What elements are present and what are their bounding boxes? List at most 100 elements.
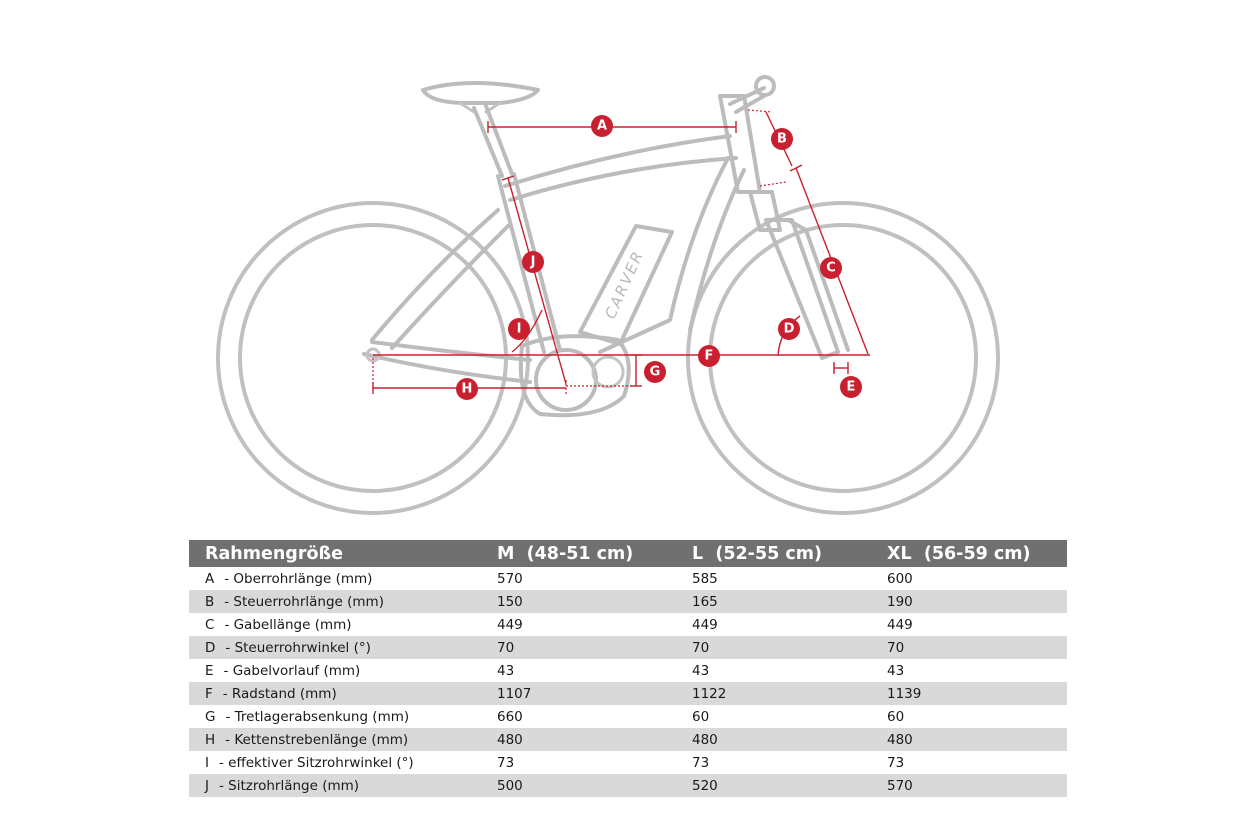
table-row: C - Gabellänge (mm) 449 449 449: [189, 613, 1067, 636]
row-value: 43: [887, 662, 905, 679]
badge-g: G: [644, 361, 666, 383]
row-description: - Steuerrohrlänge (mm): [224, 593, 384, 610]
row-value: 60: [887, 708, 905, 725]
row-description: - effektiver Sitzrohrwinkel (°): [218, 754, 414, 771]
table-row: H - Kettenstrebenlänge (mm) 480 480 480: [189, 728, 1067, 751]
row-value: 1107: [497, 685, 532, 702]
row-value: 1139: [887, 685, 922, 702]
svg-text:H: H: [462, 382, 473, 397]
table-row: G - Tretlagerabsenkung (mm) 660 60 60: [189, 705, 1067, 728]
row-description: - Kettenstrebenlänge (mm): [225, 731, 409, 748]
header-size-m: M (48-51 cm): [497, 543, 634, 564]
row-value: 480: [692, 731, 718, 748]
header-size-l: L (52-55 cm): [692, 543, 823, 564]
row-value: 43: [692, 662, 710, 679]
svg-text:G: G: [650, 365, 661, 380]
row-key: I: [205, 754, 209, 771]
row-key: G: [205, 708, 216, 725]
table-row: F - Radstand (mm) 1107 1122 1139: [189, 682, 1067, 705]
badge-h: H: [456, 378, 478, 400]
row-description: - Tretlagerabsenkung (mm): [225, 708, 410, 725]
row-label: A - Oberrohrlänge (mm): [189, 571, 481, 587]
row-description: - Radstand (mm): [222, 685, 337, 702]
svg-text:B: B: [777, 132, 787, 147]
front-wheel: [686, 201, 1000, 515]
row-description: - Sitzrohrlänge (mm): [218, 777, 360, 794]
badge-a: A: [591, 115, 613, 137]
row-label: I - effektiver Sitzrohrwinkel (°): [189, 755, 481, 771]
row-value: 585: [692, 570, 718, 587]
row-value: 150: [497, 593, 523, 610]
svg-text:I: I: [517, 322, 522, 337]
svg-text:C: C: [826, 261, 836, 276]
row-label: H - Kettenstrebenlänge (mm): [189, 732, 481, 748]
badge-i: I: [508, 318, 530, 340]
row-label: B - Steuerrohrlänge (mm): [189, 594, 481, 610]
svg-text:E: E: [847, 380, 856, 395]
svg-text:D: D: [784, 322, 795, 337]
table-body: A - Oberrohrlänge (mm) 570 585 600 B - Steuerr…: [189, 567, 1067, 797]
row-value: 449: [692, 616, 718, 633]
badge-e: E: [840, 376, 862, 398]
table-row: D - Steuerrohrwinkel (°) 70 70 70: [189, 636, 1067, 659]
row-value: 570: [497, 570, 523, 587]
row-value: 70: [887, 639, 905, 656]
badge-f: F: [698, 345, 720, 367]
header-size-xl: XL (56-59 cm): [887, 543, 1031, 564]
row-description: - Oberrohrlänge (mm): [224, 570, 373, 587]
svg-text:A: A: [597, 119, 607, 134]
row-value: 1122: [692, 685, 727, 702]
row-label: D - Steuerrohrwinkel (°): [189, 640, 481, 656]
measurement-badges: A B C D E F G H I J: [456, 115, 862, 400]
row-description: - Steuerrohrwinkel (°): [225, 639, 371, 656]
row-label: E - Gabelvorlauf (mm): [189, 663, 481, 679]
svg-text:F: F: [705, 349, 714, 364]
badge-j: J: [522, 251, 544, 273]
row-key: C: [205, 616, 215, 633]
row-key: B: [205, 593, 215, 610]
row-value: 60: [692, 708, 710, 725]
row-key: E: [205, 662, 214, 679]
row-value: 600: [887, 570, 913, 587]
row-label: F - Radstand (mm): [189, 686, 481, 702]
row-key: H: [205, 731, 216, 748]
geometry-table: Rahmengröße M (48-51 cm) L (52-55 cm) XL…: [189, 540, 1067, 797]
row-value: 660: [497, 708, 523, 725]
table-header: Rahmengröße M (48-51 cm) L (52-55 cm) XL…: [189, 540, 1067, 567]
table-row: E - Gabelvorlauf (mm) 43 43 43: [189, 659, 1067, 682]
row-value: 165: [692, 593, 718, 610]
row-key: D: [205, 639, 216, 656]
badge-d: D: [778, 318, 800, 340]
row-value: 570: [887, 777, 913, 794]
row-value: 480: [887, 731, 913, 748]
table-row: J - Sitzrohrlänge (mm) 500 520 570: [189, 774, 1067, 797]
row-value: 480: [497, 731, 523, 748]
row-value: 190: [887, 593, 913, 610]
row-description: - Gabellänge (mm): [224, 616, 352, 633]
header-frame-size: Rahmengröße: [205, 543, 343, 564]
row-label: C - Gabellänge (mm): [189, 617, 481, 633]
row-value: 73: [497, 754, 515, 771]
table-row: I - effektiver Sitzrohrwinkel (°) 73 73 73: [189, 751, 1067, 774]
row-value: 43: [497, 662, 515, 679]
row-value: 73: [692, 754, 710, 771]
row-value: 520: [692, 777, 718, 794]
svg-text:J: J: [530, 255, 536, 270]
badge-b: B: [771, 128, 793, 150]
row-label: J - Sitzrohrlänge (mm): [189, 778, 481, 794]
row-key: F: [205, 685, 213, 702]
row-value: 500: [497, 777, 523, 794]
bike-geometry-diagram: CARVER: [216, 75, 1000, 515]
carver-logo: CARVER: [601, 247, 647, 321]
row-value: 70: [692, 639, 710, 656]
table-row: B - Steuerrohrlänge (mm) 150 165 190: [189, 590, 1067, 613]
row-value: 70: [497, 639, 515, 656]
row-key: A: [205, 570, 215, 587]
row-description: - Gabelvorlauf (mm): [223, 662, 361, 679]
row-value: 73: [887, 754, 905, 771]
row-key: J: [205, 777, 209, 794]
row-value: 449: [887, 616, 913, 633]
row-label: G - Tretlagerabsenkung (mm): [189, 709, 481, 725]
badge-c: C: [820, 257, 842, 279]
table-row: A - Oberrohrlänge (mm) 570 585 600: [189, 567, 1067, 590]
